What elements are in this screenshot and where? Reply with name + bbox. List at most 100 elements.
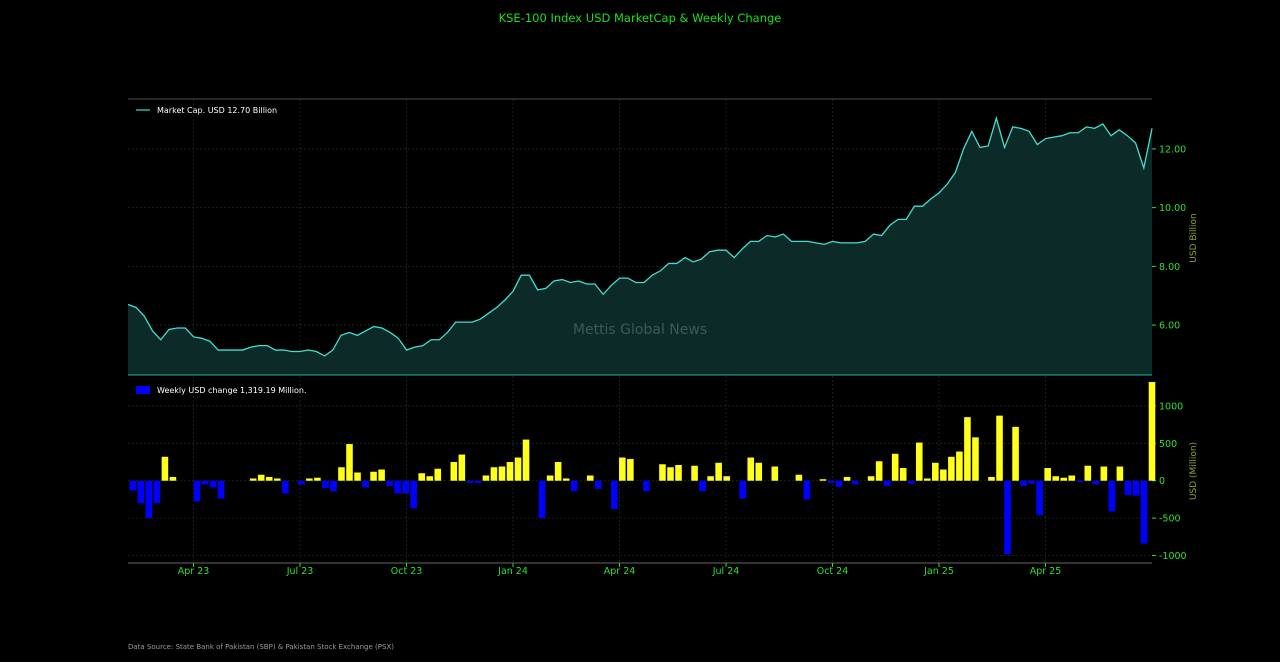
weekly-change-bar bbox=[570, 480, 578, 492]
weekly-change-bar bbox=[201, 480, 209, 485]
weekly-change-bar bbox=[988, 476, 995, 481]
x-axis: Apr 23 Jul 23 Oct 23 Jan 24 Apr 24 Jul 24 Oct … bbox=[178, 563, 1062, 577]
weekly-change-bar bbox=[322, 480, 329, 489]
weekly-change-bar bbox=[883, 480, 891, 486]
weekly-change-bar bbox=[370, 471, 377, 481]
market-cap-panel: 6.00 8.00 10.00 12.00 bbox=[127, 98, 1186, 376]
bottom-y-tick-label: 1000 bbox=[1159, 401, 1183, 412]
weekly-change-bar bbox=[1132, 480, 1140, 496]
weekly-change-bar bbox=[1020, 480, 1027, 486]
weekly-change-bar bbox=[209, 480, 217, 488]
weekly-change-bar bbox=[851, 480, 859, 485]
weekly-change-bar bbox=[691, 465, 698, 481]
weekly-change-bar bbox=[996, 415, 1003, 481]
weekly-change-bar bbox=[1076, 480, 1084, 483]
x-tick-label: Apr 24 bbox=[604, 566, 636, 577]
weekly-change-bar bbox=[362, 480, 369, 488]
weekly-change-bar bbox=[145, 480, 153, 519]
weekly-change-bar bbox=[948, 456, 955, 481]
weekly-change-bar bbox=[1004, 480, 1011, 555]
weekly-change-bar bbox=[1060, 477, 1068, 481]
x-tick-label: Apr 25 bbox=[1030, 566, 1062, 577]
weekly-change-bar bbox=[803, 480, 811, 500]
weekly-change-bar bbox=[402, 480, 409, 494]
weekly-change-bar bbox=[153, 480, 161, 504]
weekly-change-bar bbox=[867, 476, 875, 481]
weekly-change-bar bbox=[586, 475, 594, 481]
weekly-change-bar bbox=[490, 467, 498, 481]
bottom-y-tick-label: -500 bbox=[1159, 514, 1181, 525]
weekly-change-bar bbox=[1124, 480, 1132, 495]
weekly-change-bar bbox=[1116, 466, 1124, 481]
weekly-change-bar bbox=[1052, 476, 1059, 481]
weekly-change-bar bbox=[755, 462, 763, 481]
weekly-change-bar bbox=[675, 465, 682, 481]
x-tick-label: Apr 23 bbox=[178, 566, 210, 577]
weekly-change-bar bbox=[482, 475, 490, 481]
weekly-change-bar bbox=[875, 461, 883, 481]
bottom-y-tick-label: 0 bbox=[1159, 476, 1165, 487]
top-y-tick-label: 10.00 bbox=[1159, 203, 1186, 214]
weekly-change-bar bbox=[627, 459, 634, 481]
weekly-change-bar bbox=[169, 476, 177, 481]
weekly-change-panel: 1000 500 0 -500 -1000 bbox=[128, 376, 1187, 564]
weekly-change-bar bbox=[129, 480, 137, 491]
bottom-legend: Weekly USD change 1,319.19 Million. bbox=[136, 386, 307, 395]
weekly-change-bar bbox=[546, 475, 554, 481]
weekly-change-bar bbox=[771, 466, 779, 481]
weekly-change-bar bbox=[410, 480, 417, 509]
bottom-y-axis-label: USD (Million) bbox=[1189, 442, 1199, 500]
top-y-tick-label: 6.00 bbox=[1159, 321, 1180, 332]
x-tick-label: Oct 24 bbox=[817, 566, 849, 577]
weekly-change-bar bbox=[378, 469, 385, 481]
weekly-change-bar bbox=[699, 480, 706, 492]
weekly-change-bar bbox=[795, 474, 803, 481]
weekly-change-bar bbox=[1036, 480, 1043, 516]
weekly-change-bar bbox=[249, 478, 257, 481]
chart-title: KSE-100 Index USD MarketCap & Weekly Cha… bbox=[499, 11, 782, 25]
weekly-change-bar bbox=[667, 467, 674, 481]
weekly-change-bar bbox=[594, 480, 602, 489]
weekly-change-bar bbox=[217, 480, 225, 499]
weekly-change-bar bbox=[330, 480, 337, 492]
top-legend: Market Cap. USD 12.70 Billion bbox=[136, 106, 277, 115]
weekly-change-bar bbox=[265, 476, 273, 481]
bottom-y-tick-label: -1000 bbox=[1159, 551, 1187, 562]
weekly-change-bar bbox=[514, 457, 522, 481]
weekly-change-bar bbox=[707, 476, 714, 481]
weekly-change-bar bbox=[924, 478, 931, 481]
weekly-change-bar bbox=[843, 476, 851, 481]
weekly-change-bar bbox=[1044, 468, 1051, 481]
weekly-change-bar bbox=[562, 478, 570, 481]
data-source-note: Data Source: State Bank of Pakistan (SBP… bbox=[128, 643, 394, 651]
weekly-change-bar bbox=[739, 480, 747, 499]
bottom-legend-swatch bbox=[136, 386, 150, 394]
weekly-change-bar bbox=[538, 480, 546, 519]
weekly-change-bar bbox=[273, 478, 281, 481]
weekly-change-bar bbox=[827, 480, 835, 483]
top-y-tick-label: 8.00 bbox=[1159, 262, 1180, 273]
weekly-change-bar bbox=[1084, 465, 1092, 481]
weekly-change-bar bbox=[354, 472, 361, 481]
market-cap-line bbox=[127, 115, 1153, 357]
weekly-change-bar bbox=[659, 464, 666, 481]
weekly-change-bar bbox=[915, 442, 923, 481]
weekly-change-bar bbox=[1028, 480, 1035, 484]
weekly-change-bar bbox=[282, 480, 289, 494]
x-tick-label: Jul 24 bbox=[712, 566, 740, 577]
weekly-change-bar bbox=[891, 453, 899, 481]
weekly-change-bar bbox=[972, 437, 979, 481]
weekly-change-bar bbox=[932, 462, 939, 481]
weekly-change-bar bbox=[1140, 480, 1148, 544]
weekly-change-bar bbox=[643, 480, 650, 492]
top-legend-label: Market Cap. USD 12.70 Billion bbox=[157, 106, 277, 115]
weekly-change-bar bbox=[1092, 480, 1100, 485]
market-cap-area bbox=[128, 118, 1152, 375]
weekly-change-bar bbox=[1012, 426, 1019, 481]
bottom-y-tick-label: 500 bbox=[1159, 439, 1177, 450]
weekly-change-bar bbox=[338, 467, 345, 481]
weekly-change-bar bbox=[554, 462, 562, 481]
weekly-change-bar bbox=[257, 474, 265, 481]
top-y-tick-label: 12.00 bbox=[1159, 144, 1186, 155]
